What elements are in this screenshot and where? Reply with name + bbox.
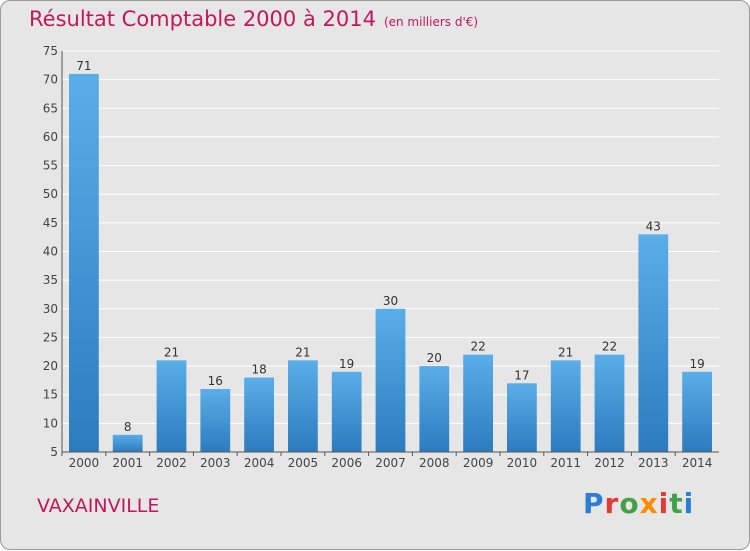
x-tick-label: 2002 [156,456,187,470]
y-tick-label: 25 [43,330,58,344]
x-tick-label: 2010 [507,456,538,470]
bar-value-label: 19 [689,357,704,371]
commune-name: VAXAINVILLE [37,495,160,517]
x-tick-label: 2006 [331,456,362,470]
bar-value-label: 18 [251,363,266,377]
bar-value-label: 19 [339,357,354,371]
bar-2000 [69,73,99,453]
y-tick-label: 35 [43,273,58,287]
bar-2005 [288,360,318,452]
bar-2013 [638,234,669,452]
y-tick-label: 30 [43,302,58,316]
y-tick-label: 60 [43,130,58,144]
bar-2011 [550,360,581,452]
x-tick-label: 2009 [463,456,494,470]
bar-value-label: 43 [646,219,661,233]
x-tick-label: 2000 [69,456,100,470]
bar-value-label: 22 [470,340,485,354]
bar-2004 [244,377,274,452]
bar-value-label: 20 [427,351,442,365]
bar-2010 [507,383,537,452]
y-tick-label: 20 [43,359,58,373]
y-tick-label: 45 [43,216,58,230]
y-tick-label: 15 [43,388,58,402]
y-tick-label: 70 [43,73,58,87]
x-tick-label: 2001 [112,456,143,470]
bars: 71 8 21 16 18 21 19 30 20 22 17 21 22 43 19 [69,59,712,453]
x-tick-label: 2003 [200,456,231,470]
y-tick-label: 5 [50,445,58,459]
bar-2009 [463,354,493,452]
bar-value-label: 17 [514,368,529,382]
bar-value-label: 21 [558,345,573,359]
y-tick-label: 75 [43,44,58,58]
bar-2002 [156,360,187,452]
bar-value-label: 21 [295,345,310,359]
y-tick-label: 40 [43,245,58,259]
bar-2003 [200,388,231,452]
chart-title: Résultat Comptable 2000 à 2014 (en millie… [29,7,478,31]
x-tick-label: 2012 [594,456,625,470]
bar-value-label: 16 [208,374,223,388]
bar-value-label: 8 [124,420,132,434]
x-tick-label: 2007 [375,456,406,470]
chart-title-text: Résultat Comptable 2000 à 2014 [29,7,376,31]
axes: 5 10 15 20 25 30 35 40 45 50 55 60 65 70 75 2000 2001 200… [43,44,719,470]
bar-2001 [112,434,143,452]
bar-value-label: 71 [76,59,91,73]
x-tick-label: 2008 [419,456,450,470]
y-tick-label: 50 [43,187,58,201]
bar-2006 [331,371,362,452]
bar-2014 [682,371,712,452]
bar-value-label: 21 [164,345,179,359]
x-tick-label: 2014 [682,456,713,470]
bar-2012 [594,354,625,452]
y-tick-label: 55 [43,159,58,173]
proxiti-logo[interactable]: Proxiti [583,487,695,520]
bar-value-label: 22 [602,340,617,354]
y-tick-label: 65 [43,101,58,115]
bar-2007 [375,308,406,452]
bar-value-label: 30 [383,294,398,308]
x-tick-label: 2011 [550,456,581,470]
x-tick-label: 2005 [288,456,319,470]
bar-2008 [419,366,450,452]
x-tick-label: 2004 [244,456,275,470]
chart-unit: (en milliers d'€) [383,15,479,29]
y-tick-label: 10 [43,416,58,430]
x-tick-label: 2013 [638,456,669,470]
